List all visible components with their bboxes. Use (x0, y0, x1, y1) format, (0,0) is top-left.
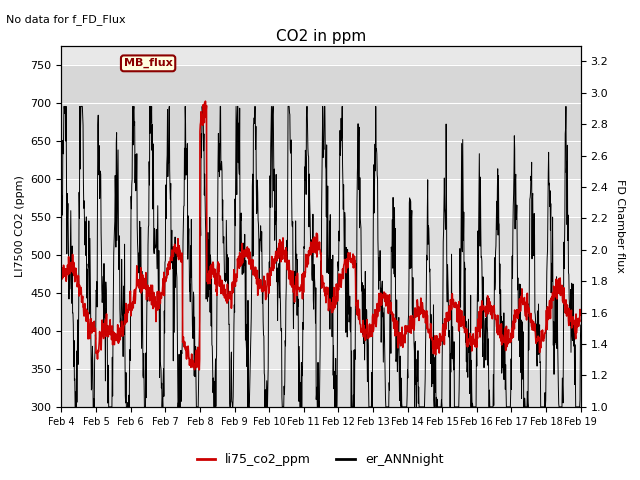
Text: MB_flux: MB_flux (124, 58, 172, 69)
Bar (61, 65, 580, 141)
Bar (61, 141, 580, 179)
Legend: li75_co2_ppm, er_ANNnight: li75_co2_ppm, er_ANNnight (191, 448, 449, 471)
Title: CO2 in ppm: CO2 in ppm (276, 29, 366, 44)
Text: No data for f_FD_Flux: No data for f_FD_Flux (6, 14, 126, 25)
Y-axis label: FD Chamber flux: FD Chamber flux (615, 180, 625, 273)
Bar (61, 369, 580, 407)
Y-axis label: LI7500 CO2 (ppm): LI7500 CO2 (ppm) (15, 175, 25, 277)
Bar (61, 293, 580, 331)
Bar (61, 216, 580, 255)
